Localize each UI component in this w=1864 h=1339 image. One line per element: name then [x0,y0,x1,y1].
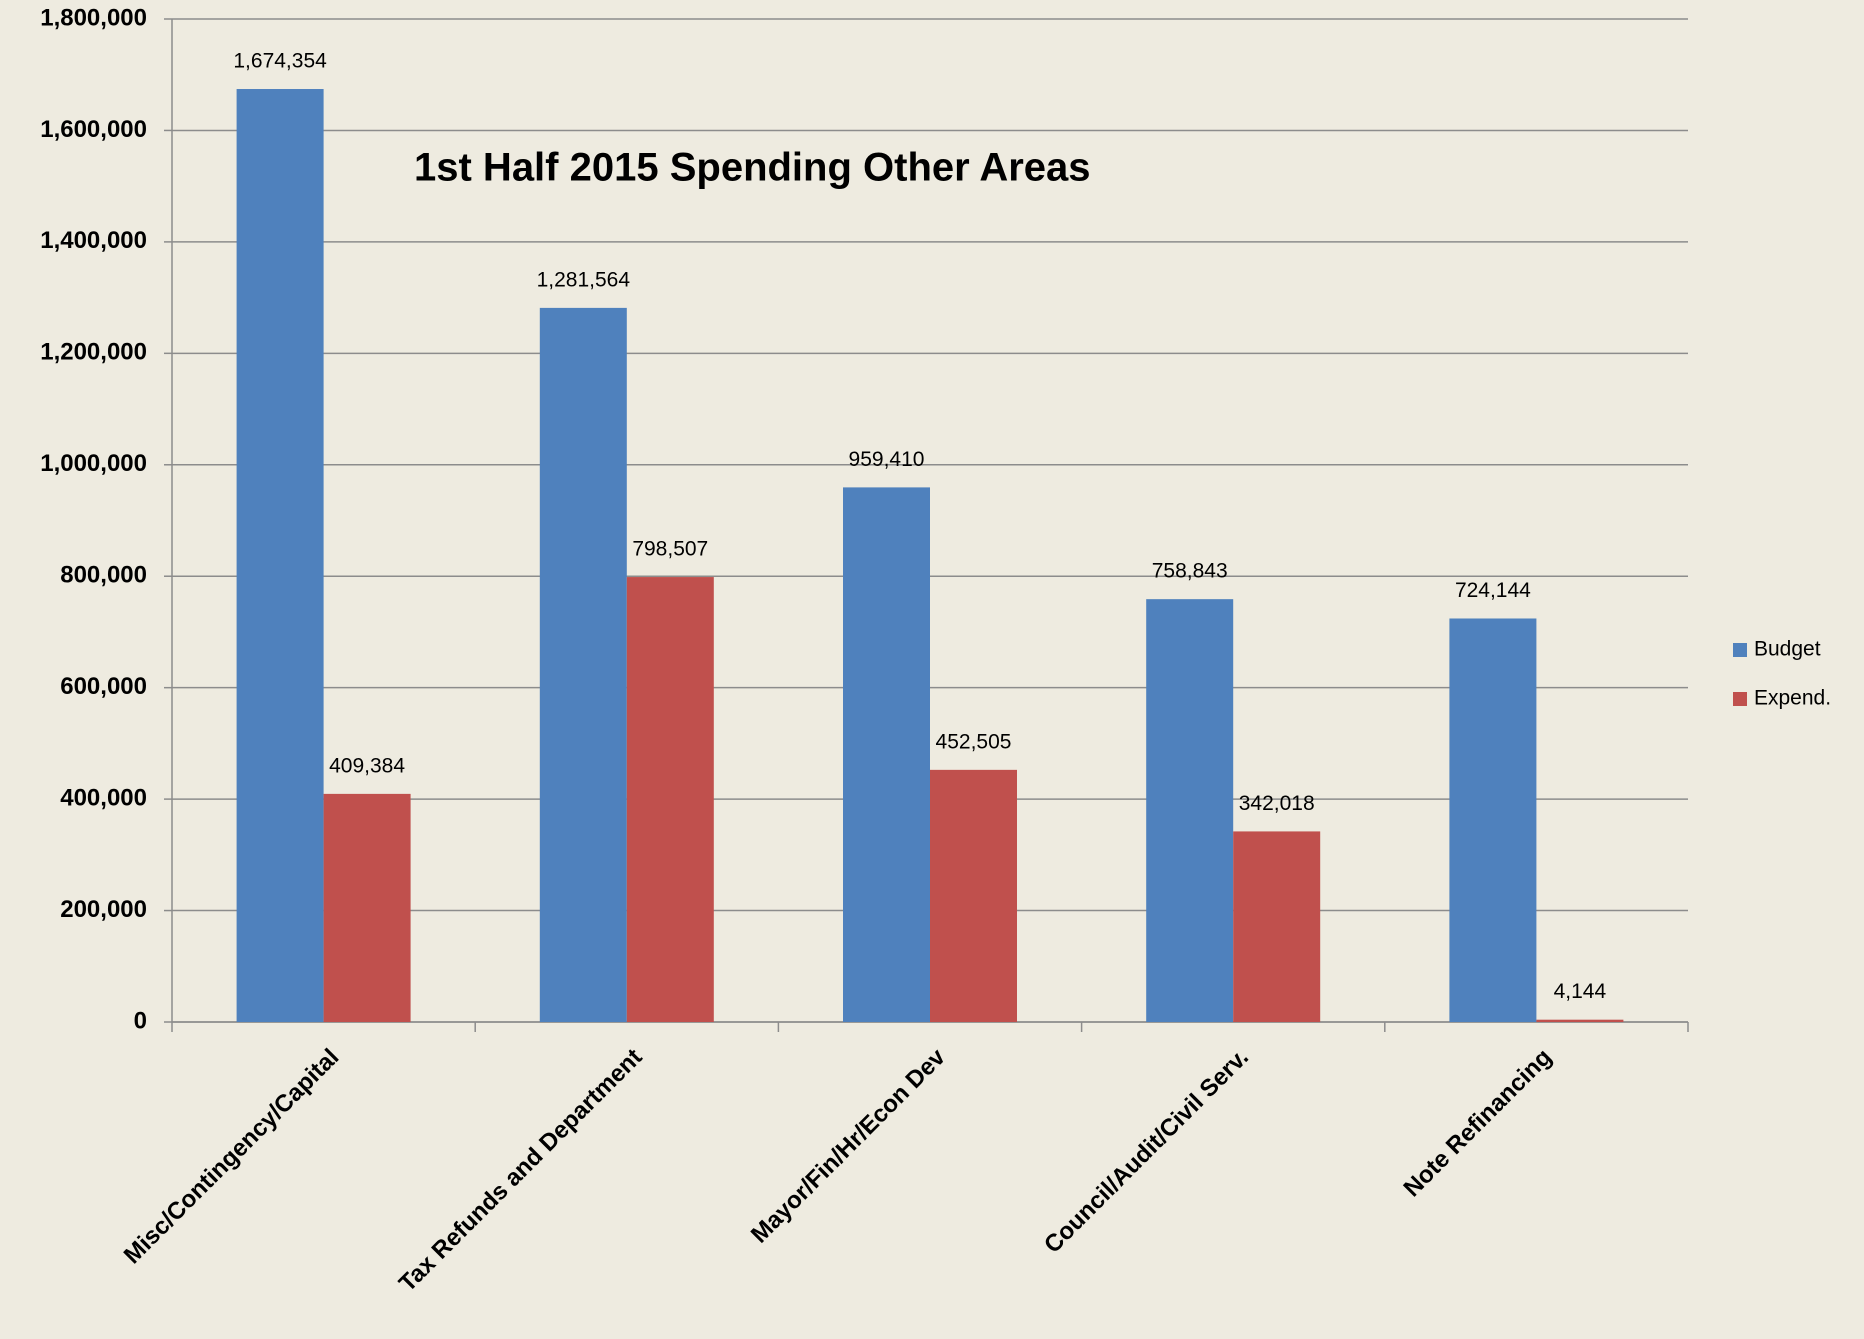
bar [323,793,411,1022]
bar [1536,1019,1624,1022]
bar [843,487,930,1023]
bar [539,307,627,1023]
x-tick-label: Note Refinancing [1398,1044,1557,1203]
y-tick-label: 400,000 [60,784,147,811]
y-tick-label: 1,400,000 [40,227,147,254]
bar [1233,831,1321,1022]
data-label: 452,505 [936,730,1012,753]
y-tick-label: 1,200,000 [40,339,147,366]
y-tick-label: 1,600,000 [40,116,147,143]
legend-swatch [1733,692,1747,706]
y-tick-label: 200,000 [60,896,147,923]
data-label: 798,507 [632,538,708,561]
bar [930,769,1017,1022]
data-label: 724,144 [1455,579,1531,602]
bar [236,89,324,1022]
x-tick-label: Misc/Contingency/Capital [119,1044,345,1270]
bar [626,577,714,1022]
legend-label: Expend. [1754,687,1831,710]
y-tick-label: 600,000 [60,673,147,700]
x-tick-label: Mayor/Fin/Hr/Econ Dev [746,1043,951,1248]
data-label: 959,410 [849,448,925,471]
data-label: 1,281,564 [537,268,631,291]
data-label: 1,674,354 [233,50,327,73]
chart-title: 1st Half 2015 Spending Other Areas [414,146,1091,190]
legend-label: Budget [1754,638,1821,661]
bar [1146,599,1234,1022]
y-tick-label: 1,000,000 [40,450,147,477]
y-tick-label: 1,800,000 [40,4,147,31]
y-tick-label: 0 [134,1007,147,1034]
x-tick-label: Tax Refunds and Department [394,1044,648,1298]
x-tick-label: Council/Audit/Civil Serv. [1039,1044,1254,1259]
data-label: 758,843 [1152,560,1228,583]
y-tick-label: 800,000 [60,562,147,589]
data-label: 342,018 [1239,792,1315,815]
data-label: 4,144 [1554,980,1607,1003]
bar [1449,618,1537,1022]
data-label: 409,384 [329,754,405,777]
legend-swatch [1733,643,1747,657]
